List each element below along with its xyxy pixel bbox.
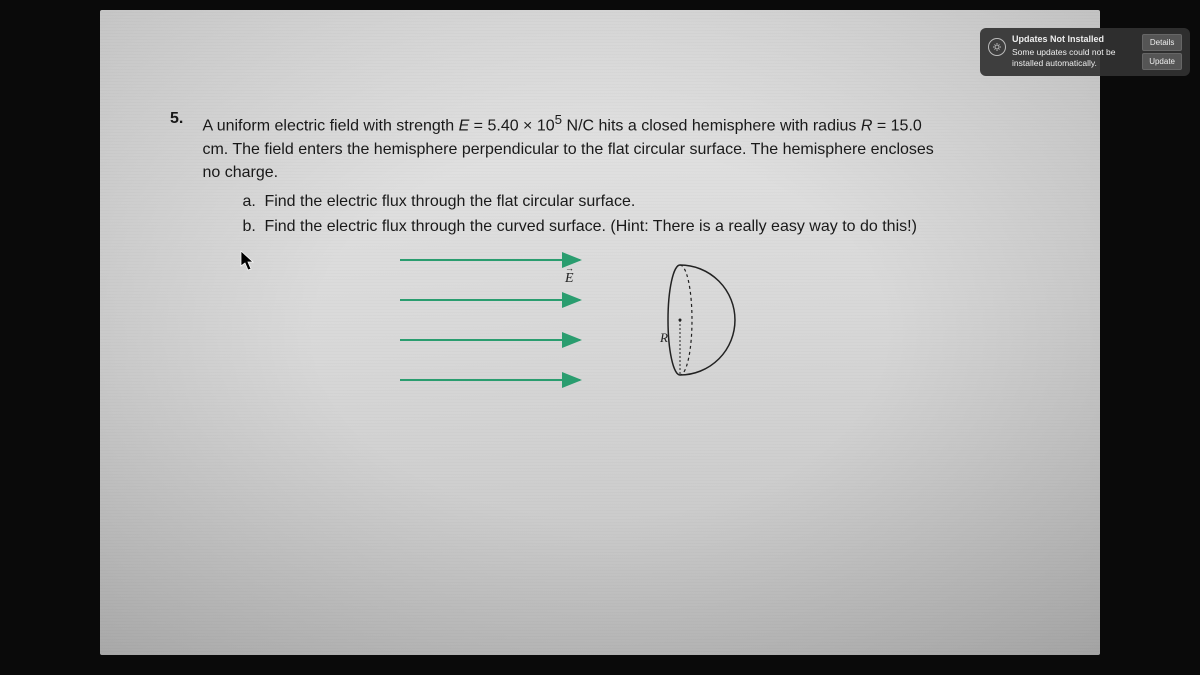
- field-vector-label: E: [564, 271, 574, 286]
- sub-item-b: b.Find the electric flux through the cur…: [242, 215, 1052, 238]
- problem-stem: A uniform electric field with strength E…: [202, 110, 1052, 240]
- field-arrows-group: [400, 260, 580, 380]
- stem-part-3: no charge.: [202, 164, 278, 181]
- diagram-svg: E → R: [400, 240, 840, 420]
- sub-item-a: a.Find the electric flux through the fla…: [242, 190, 1052, 213]
- eq-text: = 5.40 × 10: [469, 117, 554, 134]
- update-button[interactable]: Update: [1142, 53, 1182, 70]
- notification-body: Updates Not Installed Some updates could…: [1012, 34, 1136, 69]
- notification-buttons: Details Update: [1142, 34, 1182, 70]
- problem-container: 5. A uniform electric field with strengt…: [170, 110, 1060, 240]
- settings-icon: [988, 38, 1006, 56]
- problem-number: 5.: [170, 110, 198, 128]
- notification-message: Some updates could not be installed auto…: [1012, 47, 1136, 69]
- units-text: N/C hits a closed hemisphere with radius: [562, 117, 861, 134]
- system-notification: Updates Not Installed Some updates could…: [980, 28, 1190, 76]
- R-value: = 15.0: [872, 117, 921, 134]
- sub-text-a: Find the electric flux through the flat …: [264, 193, 635, 210]
- var-R: R: [861, 117, 873, 134]
- diagram: E → R: [400, 240, 840, 420]
- exponent: 5: [555, 112, 562, 127]
- sub-letter-a: a.: [242, 190, 264, 213]
- stem-part-2: cm. The field enters the hemisphere perp…: [202, 141, 933, 158]
- stem-part-1: A uniform electric field with strength: [202, 117, 458, 134]
- radius-label: R: [659, 330, 668, 345]
- sub-question-list: a.Find the electric flux through the fla…: [242, 190, 1052, 238]
- sub-letter-b: b.: [242, 215, 264, 238]
- var-E: E: [459, 117, 470, 134]
- mouse-cursor-icon: [240, 250, 256, 272]
- details-button[interactable]: Details: [1142, 34, 1182, 51]
- notification-title: Updates Not Installed: [1012, 34, 1136, 46]
- sub-text-b: Find the electric flux through the curve…: [264, 218, 916, 235]
- hemisphere-group: [668, 265, 735, 375]
- field-vector-arrow: →: [565, 263, 574, 273]
- screen-content: 5. A uniform electric field with strengt…: [100, 10, 1100, 655]
